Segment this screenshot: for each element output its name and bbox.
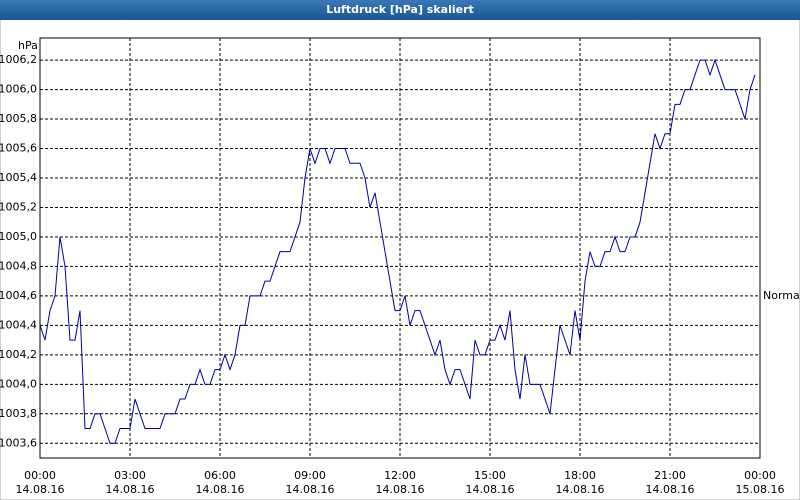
y-tick-label: 1005,2 <box>0 200 37 213</box>
y-tick-label: 1005,6 <box>0 142 37 155</box>
plot-border <box>39 37 761 459</box>
y-tick-label: 1003,6 <box>0 436 37 449</box>
x-tick-date: 14.08.16 <box>556 483 605 496</box>
x-tick-date: 14.08.16 <box>646 483 695 496</box>
y-tick-label: 1005,0 <box>0 230 37 243</box>
y-axis-label: hPa <box>18 39 38 52</box>
x-tick-label: 03:00 <box>114 469 146 482</box>
x-tick-label: 09:00 <box>294 469 326 482</box>
y-tick-label: 1003,8 <box>0 407 37 420</box>
line <box>39 58 756 444</box>
y-tick-label: 1004,4 <box>0 318 37 331</box>
y-tick-label: 1006,0 <box>0 83 37 96</box>
x-tick-label: 21:00 <box>654 469 686 482</box>
x-tick-date: 14.08.16 <box>16 483 65 496</box>
y-tick-label: 1004,0 <box>0 377 37 390</box>
annotation: Normal <box>763 289 800 302</box>
y-tick-label: 1004,2 <box>0 348 37 361</box>
y-tick-label: 1004,6 <box>0 289 37 302</box>
x-tick-date: 14.08.16 <box>466 483 515 496</box>
x-tick-date: 15.08.16 <box>736 483 785 496</box>
y-tick-label: 1005,4 <box>0 171 37 184</box>
x-tick-date: 14.08.16 <box>196 483 245 496</box>
chart-title: Luftdruck [hPa] skaliert <box>326 3 474 16</box>
y-tick-label: 1005,8 <box>0 112 37 125</box>
x-tick-label: 12:00 <box>384 469 416 482</box>
x-tick-date: 14.08.16 <box>106 483 155 496</box>
x-tick-label: 06:00 <box>204 469 236 482</box>
x-tick-label: 18:00 <box>564 469 596 482</box>
x-tick-label: 00:00 <box>24 469 56 482</box>
y-tick-label: 1004,8 <box>0 259 37 272</box>
x-tick-label: 00:00 <box>744 469 776 482</box>
x-tick-date: 14.08.16 <box>286 483 335 496</box>
x-tick-label: 15:00 <box>474 469 506 482</box>
title-bar <box>0 0 800 20</box>
x-tick-date: 14.08.16 <box>376 483 425 496</box>
y-tick-label: 1006,2 <box>0 53 37 66</box>
